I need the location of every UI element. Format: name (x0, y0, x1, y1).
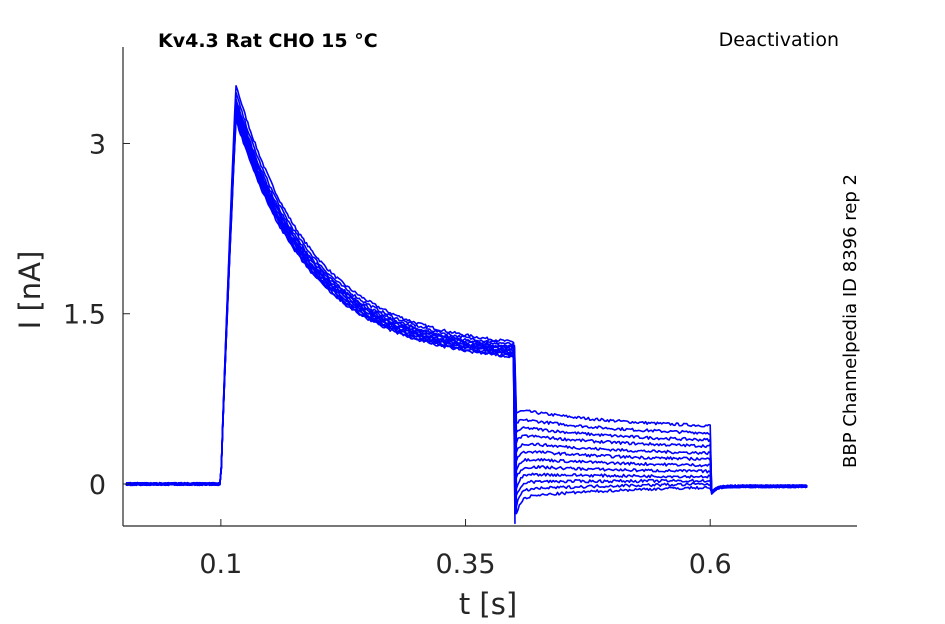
source-label: BBP Channelpedia ID 8396 rep 2 (840, 174, 861, 468)
y-tick-label: 1.5 (63, 300, 106, 331)
y-tick-label: 0 (89, 470, 106, 501)
x-tick-label: 0.6 (689, 549, 732, 580)
protocol-label: Deactivation (719, 29, 839, 51)
series-trace-11 (125, 118, 808, 515)
series-trace-5 (125, 102, 808, 494)
x-tick-label: 0.1 (199, 549, 242, 580)
x-ticks: 0.1 0.35 0.6 (199, 519, 732, 580)
series-trace-2 (125, 91, 808, 494)
x-axis-label: t [s] (459, 587, 517, 621)
series-trace-1 (125, 84, 808, 494)
current-traces (125, 84, 808, 525)
y-ticks: 01.53 (63, 129, 130, 501)
y-axis-label: I [nA] (13, 251, 47, 330)
chart-title: Kv4.3 Rat CHO 15 °C (158, 30, 378, 52)
series-trace-12 (125, 119, 808, 525)
x-tick-label: 0.35 (435, 549, 495, 580)
y-tick-label: 3 (89, 129, 106, 160)
